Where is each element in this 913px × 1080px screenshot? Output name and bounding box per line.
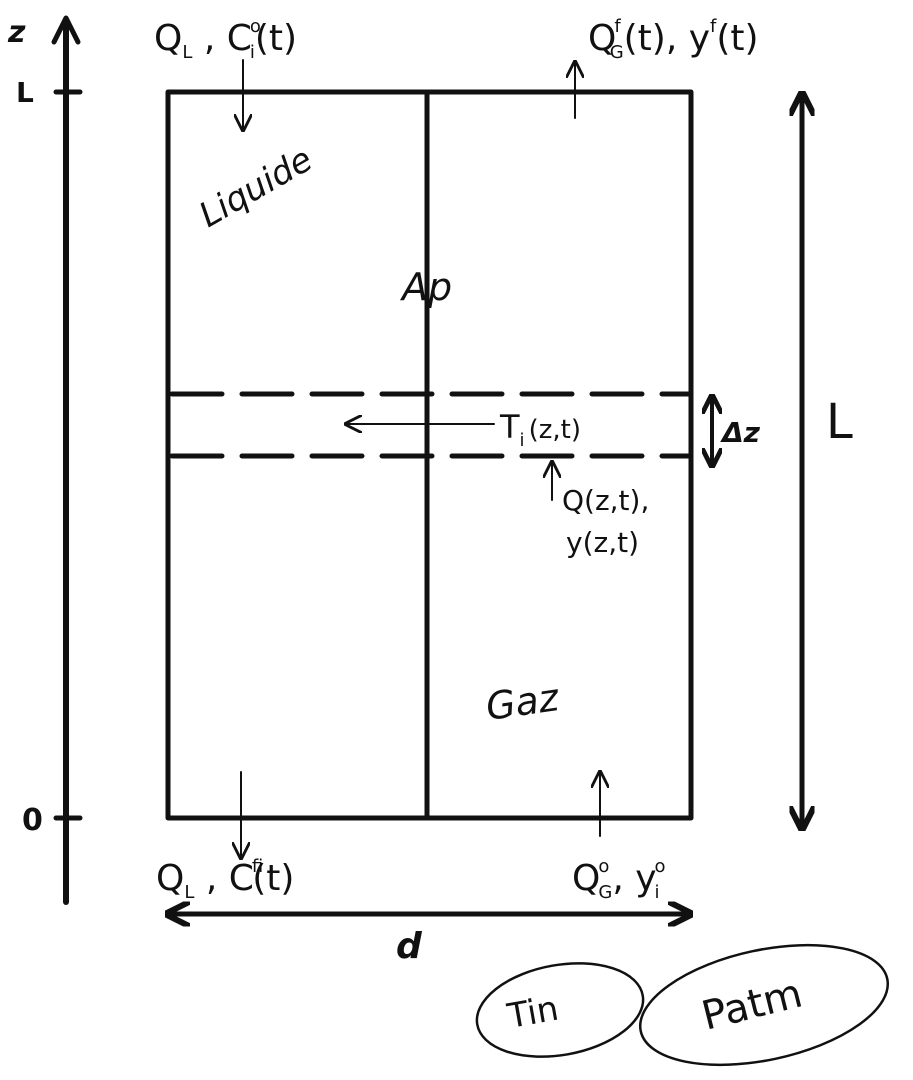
membrane-area-label: Ap	[399, 265, 452, 309]
gas-inlet: Qo G, yo i	[572, 772, 666, 903]
liquid-inlet-label: QL , Co i(t)	[154, 16, 297, 63]
slice-gas-flow-label-line2: y(z,t)	[566, 526, 639, 559]
z-axis-label: z	[7, 15, 26, 50]
height-dimension-label: L	[826, 394, 853, 450]
pressure-ellipse	[638, 943, 890, 1067]
liquid-region-label: Liquide	[193, 139, 320, 235]
liquid-inlet: QL , Co i(t)	[154, 16, 297, 130]
slice-gas-flow-label-line1: Q(z,t),	[562, 484, 649, 517]
delta-z-label: Δz	[720, 416, 761, 449]
z-axis: z L 0	[7, 15, 83, 905]
temperature-label: Tin	[504, 989, 562, 1037]
gas-outlet: Qf G(t), yf(t)	[575, 16, 759, 119]
gas-outlet-label: Qf G(t), yf(t)	[588, 16, 759, 63]
z-axis-arrowhead	[51, 15, 81, 45]
pressure-label: Patm	[697, 971, 807, 1040]
temperature-ellipse	[475, 962, 645, 1058]
z-tick-bottom-label: 0	[22, 803, 43, 838]
gas-inlet-label: Qo G, yo i	[572, 856, 666, 903]
transfer-flux-label: Ti (z,t)	[499, 408, 581, 451]
temperature-condition: Tin	[475, 962, 645, 1058]
width-dimension-label: d	[396, 926, 423, 967]
z-tick-top-label: L	[16, 76, 34, 109]
pressure-condition: Patm	[638, 943, 890, 1067]
liquid-outlet-label: QL , Cfi(t)	[156, 856, 294, 903]
gas-region-label: Gaz	[483, 675, 562, 729]
liquid-outlet: QL , Cfi(t)	[156, 771, 294, 903]
